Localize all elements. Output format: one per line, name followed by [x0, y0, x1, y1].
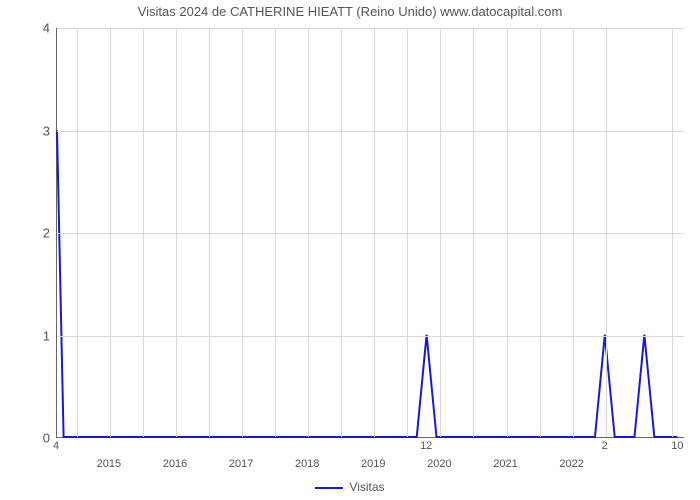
grid-line-horizontal — [57, 28, 684, 29]
x-tick-label: 2017 — [229, 458, 253, 470]
grid-line-vertical — [110, 28, 111, 437]
x-tick-label: 2020 — [427, 458, 451, 470]
chart-title: Visitas 2024 de CATHERINE HIEATT (Reino … — [0, 4, 700, 19]
plot-area — [56, 28, 684, 438]
legend-label: Visitas — [349, 480, 384, 494]
grid-line-vertical — [573, 28, 574, 437]
chart-legend: Visitas — [0, 480, 700, 494]
legend-swatch — [315, 487, 343, 489]
data-point-label: 12 — [420, 440, 432, 452]
visits-chart: Visitas 2024 de CATHERINE HIEATT (Reino … — [0, 0, 700, 500]
grid-line-vertical-minor — [275, 28, 276, 437]
x-tick-label: 2019 — [361, 458, 385, 470]
grid-line-vertical — [440, 28, 441, 437]
grid-line-vertical-minor — [209, 28, 210, 437]
grid-line-vertical-minor — [143, 28, 144, 437]
y-tick-label: 2 — [10, 226, 50, 241]
x-tick-label: 2022 — [559, 458, 583, 470]
data-point-label: 4 — [53, 440, 59, 452]
grid-line-vertical-minor — [672, 28, 673, 437]
grid-line-vertical — [507, 28, 508, 437]
data-point-label: 2 — [602, 440, 608, 452]
y-tick-label: 4 — [10, 21, 50, 36]
y-tick-label: 3 — [10, 123, 50, 138]
y-tick-label: 1 — [10, 328, 50, 343]
x-tick-label: 2021 — [493, 458, 517, 470]
grid-line-horizontal — [57, 131, 684, 132]
y-tick-label: 0 — [10, 431, 50, 446]
data-point-label: 10 — [671, 440, 683, 452]
grid-line-vertical — [176, 28, 177, 437]
x-tick-label: 2018 — [295, 458, 319, 470]
grid-line-vertical-minor — [473, 28, 474, 437]
grid-line-horizontal — [57, 233, 684, 234]
grid-line-vertical-minor — [540, 28, 541, 437]
grid-line-vertical-minor — [77, 28, 78, 437]
grid-line-vertical-minor — [407, 28, 408, 437]
grid-line-horizontal — [57, 336, 684, 337]
grid-line-vertical-minor — [606, 28, 607, 437]
grid-line-vertical — [374, 28, 375, 437]
grid-line-vertical — [308, 28, 309, 437]
x-tick-label: 2015 — [97, 458, 121, 470]
grid-line-vertical-minor — [341, 28, 342, 437]
x-tick-label: 2016 — [163, 458, 187, 470]
grid-line-vertical — [242, 28, 243, 437]
